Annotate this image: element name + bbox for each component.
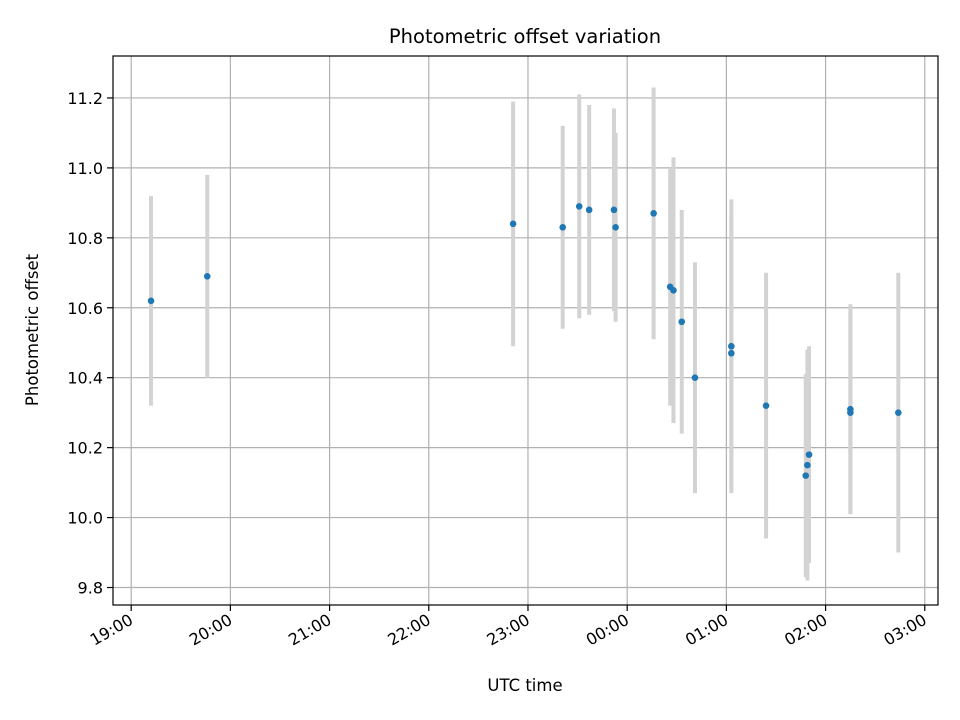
- data-point: [691, 374, 699, 382]
- plot-frame: [112, 55, 939, 606]
- plot-area: [112, 55, 939, 606]
- y-tick-label: 11.2: [67, 89, 103, 108]
- y-tick-label: 10.8: [67, 229, 103, 248]
- y-axis-title: Photometric offset: [23, 253, 42, 406]
- y-tick-label: 10.2: [67, 439, 103, 458]
- y-tick-label: 10.4: [67, 369, 103, 388]
- data-point: [585, 206, 593, 214]
- chart-title: Photometric offset variation: [389, 25, 661, 48]
- data-point: [575, 203, 583, 210]
- plot-background: [113, 56, 938, 605]
- data-point: [147, 297, 155, 305]
- data-point: [203, 272, 211, 280]
- data-point: [612, 224, 619, 231]
- y-tick-label: 9.8: [78, 579, 103, 598]
- y-axis: 9.8 10.0 10.2 10.4 10.6 10.8 11.0 11.2: [67, 89, 113, 598]
- data-point: [895, 409, 902, 416]
- data-point: [728, 342, 735, 350]
- x-axis-title: UTC time: [487, 676, 562, 695]
- data-point: [802, 472, 810, 479]
- data-point: [728, 349, 735, 357]
- grid: [113, 56, 938, 605]
- data-point: [847, 409, 854, 416]
- y-tick-label: 10.0: [67, 509, 103, 528]
- data-point: [678, 318, 686, 326]
- data-point: [559, 224, 566, 231]
- y-tick-label: 11.0: [67, 159, 103, 178]
- data-points: [147, 203, 902, 479]
- data-point: [509, 220, 517, 228]
- data-point: [670, 286, 677, 294]
- data-point: [804, 461, 811, 469]
- data-point: [805, 451, 813, 458]
- data-point: [650, 210, 657, 217]
- data-point: [610, 206, 618, 214]
- data-point: [762, 402, 770, 409]
- y-tick-label: 10.6: [67, 299, 103, 318]
